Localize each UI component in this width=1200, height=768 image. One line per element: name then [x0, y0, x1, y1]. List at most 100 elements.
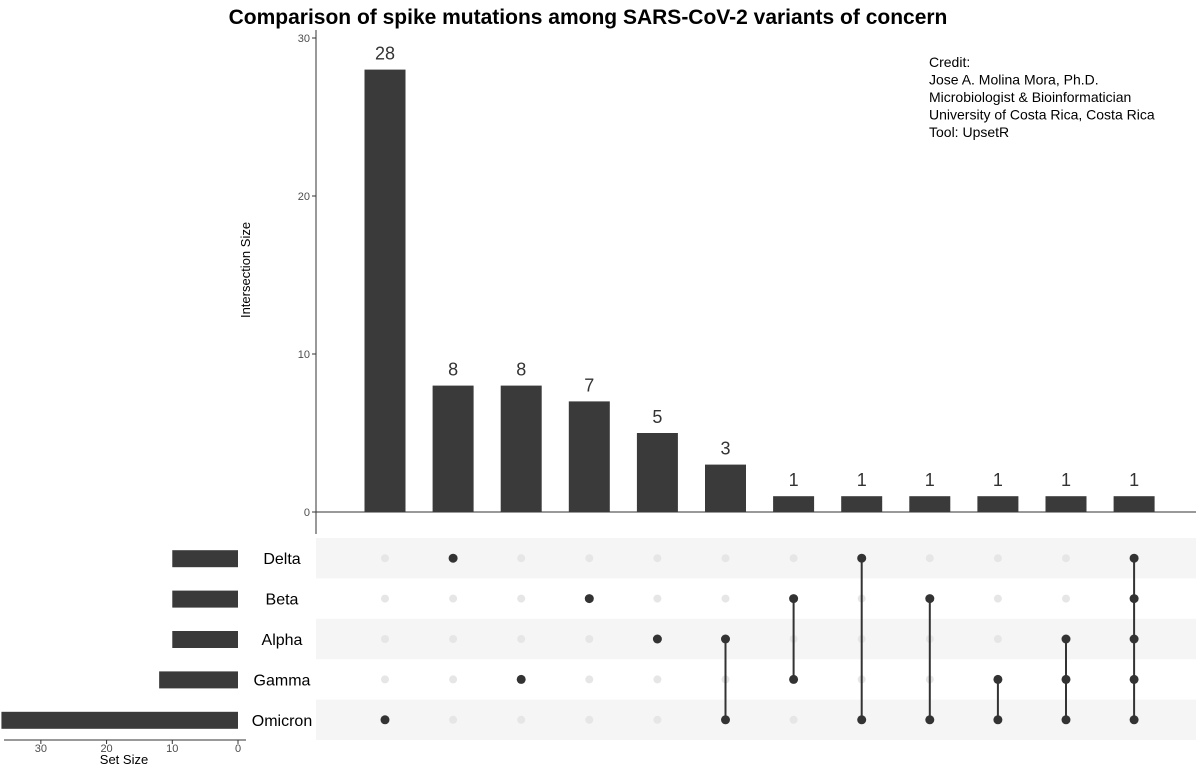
matrix-dot-inactive: [653, 675, 662, 684]
matrix-dot-inactive: [585, 635, 594, 643]
matrix-dot-active: [721, 715, 730, 725]
intersection-bar-label: 1: [925, 470, 935, 490]
matrix-dot-active: [857, 715, 867, 725]
matrix-dot-inactive: [1062, 554, 1070, 563]
set-name-label: Gamma: [254, 672, 311, 689]
intersection-bar: [500, 385, 542, 512]
matrix-dot-inactive: [585, 675, 594, 684]
matrix-dot-inactive: [993, 594, 1002, 603]
intersection-bar-label: 8: [448, 360, 458, 380]
matrix-dot-inactive: [789, 554, 798, 563]
set-name-label: Alpha: [262, 632, 303, 649]
credit-text: Credit: Jose A. Molina Mora, Ph.D.Microbi…: [929, 54, 1155, 140]
intersection-bar: [773, 496, 815, 512]
set-size-tick-label: 20: [100, 743, 112, 755]
intersection-bar-label: 5: [652, 407, 662, 427]
intersection-bar-label: 28: [375, 44, 395, 64]
intersection-bar-label: 1: [789, 470, 799, 490]
intersection-bar: [977, 496, 1019, 512]
matrix-dot-inactive: [517, 594, 526, 603]
set-name-label: Omicron: [252, 713, 312, 730]
matrix-dot-inactive: [993, 635, 1002, 643]
credit-line: Credit:: [929, 54, 970, 70]
set-size-bar: [172, 590, 238, 608]
matrix-dot-inactive: [517, 715, 526, 724]
y-tick-label: 10: [298, 349, 310, 361]
matrix-dot-active: [380, 715, 390, 725]
intersection-bar: [636, 433, 678, 512]
set-size-bar: [172, 631, 238, 648]
matrix-dot-inactive: [517, 635, 526, 643]
intersection-bar: [705, 464, 746, 512]
matrix-dot-inactive: [925, 554, 934, 563]
intersection-matrix: [380, 553, 1139, 725]
matrix-dot-inactive: [653, 715, 662, 724]
matrix-dot-active: [652, 634, 662, 644]
matrix-dot-inactive: [653, 554, 662, 563]
matrix-dot-inactive: [993, 554, 1002, 563]
matrix-dot-active: [789, 594, 799, 604]
intersection-bar-label: 7: [584, 375, 594, 395]
intersection-bar-label: 3: [720, 439, 730, 459]
matrix-dot-active: [1061, 674, 1071, 684]
set-size-tick-label: 0: [235, 743, 241, 755]
matrix-dot-inactive: [517, 554, 526, 563]
intersection-bar-labels: 28 8 8 7 5 3 1 1 1 1 1 1: [375, 44, 1139, 491]
matrix-dot-active: [993, 674, 1003, 684]
matrix-dot-active: [1129, 634, 1139, 644]
y-axis-label: Intersection Size: [238, 222, 253, 318]
matrix-dot-inactive: [1062, 594, 1070, 603]
credit-line: Tool: UpsetR: [929, 124, 1009, 140]
matrix-dot-active: [925, 715, 935, 725]
matrix-dot-active: [516, 674, 526, 684]
credit-line: Microbiologist & Bioinformatician: [929, 89, 1131, 105]
matrix-stripe: [316, 618, 1196, 660]
matrix-dot-inactive: [449, 675, 458, 684]
matrix-dot-inactive: [585, 554, 594, 563]
set-name-label: Delta: [263, 551, 300, 568]
set-names: Delta Beta Alpha Gamma Omicron: [252, 551, 312, 730]
matrix-dot-active: [1129, 674, 1139, 684]
set-size-axis: 30 20 10 0: [4, 739, 246, 755]
set-size-bar: [1, 711, 238, 729]
matrix-dot-inactive: [721, 594, 730, 603]
matrix-dot-active: [1129, 715, 1139, 725]
set-size-bars: [1, 550, 238, 729]
credit-line: University of Costa Rica, Costa Rica: [929, 107, 1155, 123]
set-name-label: Beta: [266, 592, 299, 609]
matrix-dot-active: [857, 553, 867, 563]
matrix-stripe: [316, 699, 1196, 740]
matrix-dot-inactive: [381, 594, 389, 603]
set-size-axis-label: Set Size: [100, 752, 148, 767]
chart-title: Comparison of spike mutations among SARS…: [229, 6, 948, 29]
matrix-dot-inactive: [449, 715, 458, 724]
set-size-bar: [159, 671, 238, 689]
y-tick-label: 20: [298, 191, 310, 203]
matrix-dot-active: [1061, 715, 1071, 725]
intersection-bars: [364, 69, 1155, 512]
matrix-stripe: [316, 538, 1196, 579]
intersection-bar-label: 1: [993, 470, 1003, 490]
matrix-dot-active: [721, 634, 730, 644]
intersection-bar-label: 8: [516, 360, 526, 380]
matrix-dot-inactive: [449, 635, 458, 643]
y-tick-label: 0: [304, 507, 310, 519]
matrix-dot-inactive: [381, 675, 389, 684]
matrix-dot-active: [925, 594, 935, 604]
intersection-bar: [841, 496, 883, 512]
matrix-dot-inactive: [653, 594, 662, 603]
matrix-dot-active: [1129, 553, 1139, 563]
intersection-bar-label: 1: [1061, 470, 1071, 490]
intersection-bar: [432, 385, 474, 512]
matrix-dot-active: [993, 715, 1003, 725]
set-size-tick-label: 30: [35, 743, 47, 755]
matrix-dot-inactive: [789, 715, 798, 724]
matrix-dot-inactive: [721, 554, 730, 563]
set-size-bar: [172, 550, 238, 568]
y-tick-label: 30: [298, 33, 310, 45]
intersection-bar-label: 1: [1129, 470, 1139, 490]
intersection-bar: [1045, 496, 1087, 512]
matrix-dot-active: [584, 594, 594, 604]
intersection-bar: [568, 401, 610, 512]
